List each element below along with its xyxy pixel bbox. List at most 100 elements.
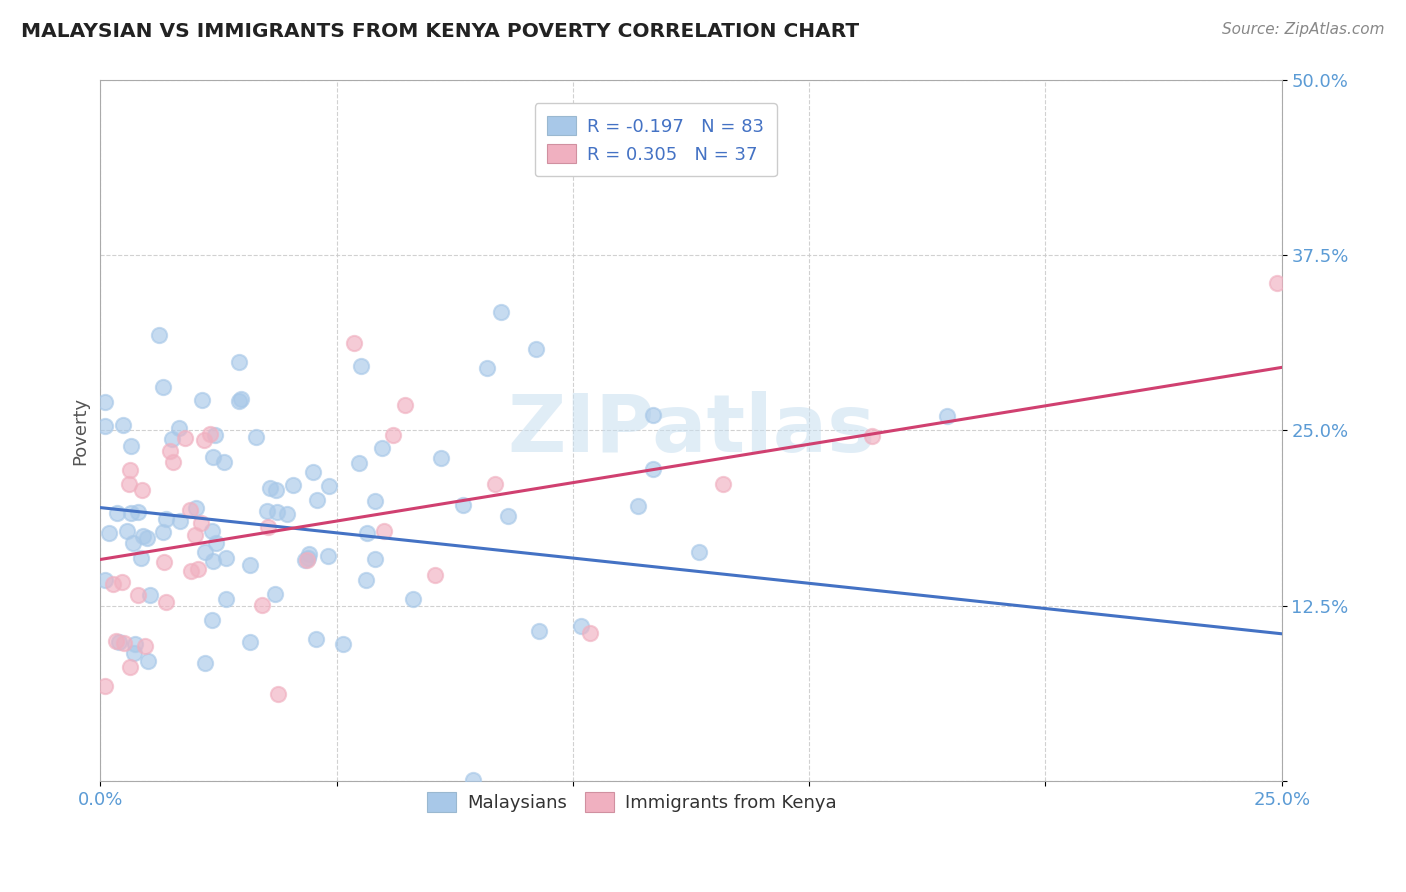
Point xyxy=(354,573,377,587)
Point xyxy=(131,529,153,543)
Point xyxy=(256,504,278,518)
Point xyxy=(98,525,121,540)
Point xyxy=(112,636,135,650)
Point xyxy=(155,595,177,609)
Point xyxy=(281,478,304,492)
Point xyxy=(316,549,339,563)
Point xyxy=(302,465,325,479)
Point xyxy=(173,431,195,445)
Point xyxy=(193,434,215,448)
Point xyxy=(179,502,201,516)
Point xyxy=(152,380,174,394)
Point xyxy=(935,409,957,423)
Point xyxy=(122,646,145,660)
Point xyxy=(186,500,208,515)
Point xyxy=(108,635,131,649)
Point xyxy=(579,626,602,640)
Point xyxy=(124,637,146,651)
Point xyxy=(356,526,378,541)
Point xyxy=(205,536,228,550)
Point xyxy=(180,564,202,578)
Point xyxy=(101,577,124,591)
Point xyxy=(266,504,288,518)
Text: ZIPatlas: ZIPatlas xyxy=(508,392,875,469)
Point xyxy=(228,393,250,408)
Point xyxy=(117,524,139,538)
Point xyxy=(204,428,226,442)
Point xyxy=(105,506,128,520)
Point xyxy=(187,562,209,576)
Point xyxy=(643,409,665,423)
Point xyxy=(167,421,190,435)
Point xyxy=(297,553,319,567)
Point xyxy=(711,477,734,491)
Point xyxy=(228,354,250,368)
Point xyxy=(484,476,506,491)
Point xyxy=(641,462,664,476)
Point xyxy=(239,634,262,648)
Point xyxy=(239,558,262,573)
Point xyxy=(121,536,143,550)
Point xyxy=(332,637,354,651)
Point xyxy=(212,455,235,469)
Point xyxy=(1265,276,1288,290)
Point xyxy=(423,568,446,582)
Point xyxy=(373,524,395,539)
Point xyxy=(245,430,267,444)
Point xyxy=(138,654,160,668)
Point xyxy=(135,531,157,545)
Point xyxy=(477,361,499,376)
Point xyxy=(94,395,117,409)
Point xyxy=(364,494,387,508)
Point xyxy=(267,687,290,701)
Point xyxy=(298,547,321,561)
Point xyxy=(194,656,217,670)
Point xyxy=(451,498,474,512)
Point xyxy=(148,328,170,343)
Point xyxy=(184,528,207,542)
Point xyxy=(155,511,177,525)
Y-axis label: Poverty: Poverty xyxy=(72,396,89,465)
Point xyxy=(529,624,551,638)
Point xyxy=(231,392,253,406)
Point xyxy=(94,679,117,693)
Point xyxy=(257,520,280,534)
Point xyxy=(569,619,592,633)
Point xyxy=(159,443,181,458)
Point xyxy=(169,514,191,528)
Point xyxy=(305,632,328,647)
Point xyxy=(401,592,423,607)
Point xyxy=(215,591,238,606)
Point xyxy=(94,573,117,587)
Point xyxy=(297,551,319,566)
Point xyxy=(160,432,183,446)
Point xyxy=(347,456,370,470)
Point xyxy=(489,305,512,319)
Text: MALAYSIAN VS IMMIGRANTS FROM KENYA POVERTY CORRELATION CHART: MALAYSIAN VS IMMIGRANTS FROM KENYA POVER… xyxy=(21,22,859,41)
Point xyxy=(264,483,287,497)
Point xyxy=(120,439,142,453)
Point xyxy=(139,588,162,602)
Point xyxy=(463,772,485,787)
Legend: Malaysians, Immigrants from Kenya: Malaysians, Immigrants from Kenya xyxy=(415,780,849,824)
Point xyxy=(496,509,519,524)
Point xyxy=(111,417,134,432)
Point xyxy=(200,613,222,627)
Point xyxy=(134,639,156,653)
Point xyxy=(215,550,238,565)
Point xyxy=(198,427,221,442)
Point xyxy=(120,462,142,476)
Text: Source: ZipAtlas.com: Source: ZipAtlas.com xyxy=(1222,22,1385,37)
Point xyxy=(120,506,142,520)
Point xyxy=(381,428,404,442)
Point xyxy=(194,545,217,559)
Point xyxy=(104,634,127,648)
Point xyxy=(190,516,212,530)
Point xyxy=(429,451,451,466)
Point xyxy=(202,450,225,464)
Point xyxy=(627,499,650,513)
Point xyxy=(264,587,287,601)
Point xyxy=(127,505,149,519)
Point xyxy=(118,660,141,674)
Point xyxy=(118,477,141,491)
